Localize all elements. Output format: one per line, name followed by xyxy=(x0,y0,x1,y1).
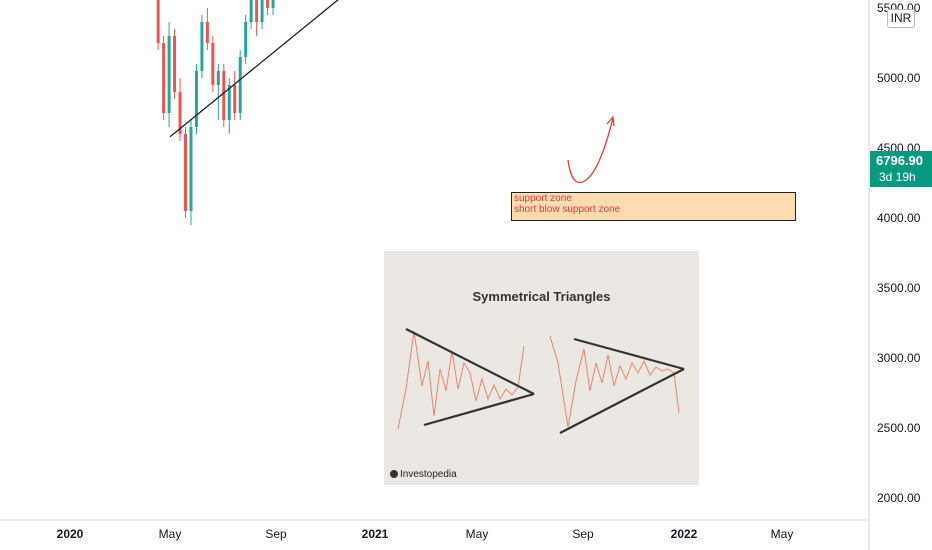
inset-diagram xyxy=(397,328,685,434)
triangle-2-lower-line xyxy=(559,368,685,434)
candle xyxy=(189,120,193,225)
candle xyxy=(271,0,275,15)
candle-body xyxy=(200,22,204,71)
candle-body xyxy=(178,92,182,134)
investopedia-logo-icon xyxy=(390,470,398,478)
annotation-line-2: short blow support zone xyxy=(514,204,621,215)
symmetrical-triangles-inset: Symmetrical Triangles Investopedia xyxy=(384,251,699,485)
candle-body xyxy=(244,22,248,57)
inset-price-line-2 xyxy=(549,335,680,428)
candle xyxy=(156,0,160,50)
candle-body xyxy=(260,0,264,22)
candle xyxy=(173,29,177,99)
time-tick-label: May xyxy=(159,527,182,541)
candle xyxy=(167,22,171,127)
candle-body xyxy=(222,71,226,120)
price-tick-label: 3500.00 xyxy=(877,281,921,295)
time-axis[interactable]: 2020 May Sep 2021 May Sep 2022 May xyxy=(57,527,794,541)
candle-body xyxy=(184,134,188,211)
time-tick-label: May xyxy=(771,527,794,541)
candle xyxy=(238,50,242,120)
triangle-1-lower-line xyxy=(423,392,535,427)
candle-body xyxy=(255,0,259,22)
price-tick-label: 5000.00 xyxy=(877,71,921,85)
inset-price-line-1 xyxy=(397,330,525,430)
time-tick-label: Sep xyxy=(265,527,287,541)
candle-body xyxy=(211,43,215,85)
annotation-line-1: support zone xyxy=(514,193,572,204)
candle-body xyxy=(167,36,171,113)
candle xyxy=(266,0,270,15)
candle-body xyxy=(156,0,160,43)
candle-body xyxy=(162,43,166,113)
trendlines xyxy=(169,0,339,138)
candlestick-series xyxy=(156,0,275,225)
candle-body xyxy=(173,36,177,92)
candle-body xyxy=(194,71,198,127)
candle-body xyxy=(249,0,253,22)
candle xyxy=(162,36,166,120)
last-price-badge: 6796.90 3d 19h xyxy=(870,151,932,187)
inset-brand-text: Investopedia xyxy=(400,469,457,480)
price-tick-label: 2000.00 xyxy=(877,491,921,505)
price-tick-label: 2500.00 xyxy=(877,421,921,435)
candle xyxy=(255,0,259,36)
candle-body xyxy=(189,127,193,211)
candle-body xyxy=(205,22,209,43)
candle xyxy=(244,15,248,64)
candle xyxy=(249,0,253,29)
candle-body xyxy=(271,0,275,8)
candle xyxy=(200,15,204,78)
candle-body xyxy=(216,71,220,85)
time-tick-label: 2020 xyxy=(57,527,84,541)
last-price-value: 6796.90 xyxy=(876,153,923,168)
time-tick-label: 2021 xyxy=(362,527,389,541)
candle xyxy=(211,36,215,92)
inset-title: Symmetrical Triangles xyxy=(472,289,611,304)
projection-arrow-head xyxy=(606,115,615,127)
inset-brand: Investopedia xyxy=(390,469,457,480)
ascending-trendline xyxy=(169,0,339,138)
time-tick-label: 2022 xyxy=(671,527,698,541)
candle xyxy=(216,64,220,120)
currency-label[interactable]: INR xyxy=(887,9,915,28)
bar-countdown: 3d 19h xyxy=(879,170,916,184)
candle-body xyxy=(238,57,242,113)
candle xyxy=(260,0,264,29)
time-tick-label: May xyxy=(466,527,489,541)
candle-body xyxy=(233,85,237,113)
price-tick-label: 3000.00 xyxy=(877,351,921,365)
triangle-1-upper-line xyxy=(405,328,535,395)
candle xyxy=(178,78,182,141)
candle xyxy=(184,127,188,218)
candle xyxy=(205,8,209,50)
candle xyxy=(227,78,231,134)
price-tick-label: 4000.00 xyxy=(877,211,921,225)
candle xyxy=(233,71,237,120)
candle xyxy=(222,64,226,127)
time-tick-label: Sep xyxy=(572,527,594,541)
candle-body xyxy=(227,85,231,120)
candle xyxy=(194,64,198,134)
triangle-2-upper-line xyxy=(573,337,685,371)
candle-body xyxy=(266,0,270,8)
projection-arrow xyxy=(567,117,614,184)
price-axis[interactable]: 9000.008500.008000.007500.007000.006500.… xyxy=(877,0,921,505)
support-annotation[interactable]: support zone short blow support zone xyxy=(511,192,796,221)
